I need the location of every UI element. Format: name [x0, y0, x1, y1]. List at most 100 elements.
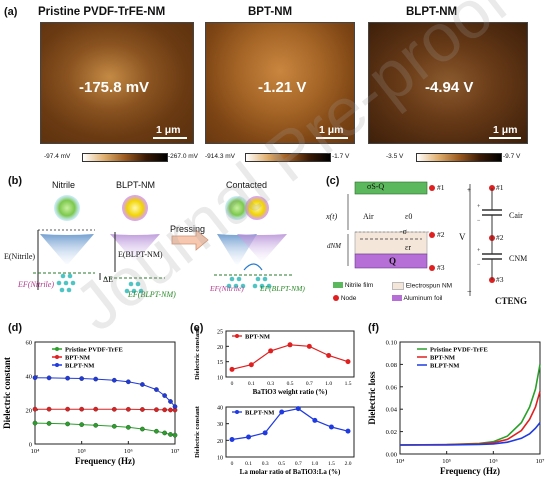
x-tick-label: 10⁷: [536, 458, 545, 465]
teng-circuit-diagram: + − + − + −: [347, 181, 502, 296]
legend-nitrile-film: Nitrile film: [333, 282, 373, 289]
node-1-label: #1: [437, 183, 445, 192]
data-point: [32, 420, 38, 426]
data-point: [328, 424, 334, 430]
chart-dielectric-loss-vs-frequency: 0.00 0.02 0.04 0.06 0.08 0.10 10⁴ 10⁵ 10⁶ 10⁷ Freq…: [367, 340, 545, 477]
legend-swatch: [333, 295, 339, 302]
scale-bar-label: 1 μm: [493, 124, 518, 136]
chart-dielectric-constant-vs-frequency: 0 20 40 60 10⁴ 10⁵ 10⁶ 10⁷ Frequency (Hz) Dielect…: [2, 340, 180, 467]
data-point: [46, 375, 52, 381]
plot-frame: [34, 341, 176, 445]
c-teng-label: CTENG: [495, 296, 528, 306]
x-tick-label: 10⁷: [171, 448, 180, 455]
x-tick-label: 10⁶: [124, 448, 133, 455]
data-point: [172, 432, 178, 438]
data-point: [345, 428, 351, 434]
scale-bar-label: 1 μm: [156, 124, 181, 136]
e-nitrile-label: E(Nitrile): [4, 252, 36, 261]
ef-blpt-label: EF(BLPT-NM): [128, 290, 176, 299]
blpt-atom: [110, 195, 160, 294]
data-point: [295, 406, 301, 412]
surface-potential-value: -4.94 V: [425, 79, 474, 96]
legend-swatch: [392, 295, 402, 302]
legend-label: BLPT-NM: [65, 363, 94, 370]
plot-frame: [399, 341, 541, 455]
nitrile-film-charge-label: σS-Q: [367, 182, 385, 191]
y-tick-label: 0.02: [386, 429, 397, 436]
y-tick-label: 10: [217, 376, 223, 382]
x-tick-label: 1.0: [311, 461, 318, 467]
legend-node: Node: [333, 295, 356, 302]
colorbar-blpt: [416, 153, 502, 162]
data-point: [65, 375, 70, 381]
afm-image-blpt: -4.94 V 1 μm: [368, 22, 528, 144]
eps0-label: ε0: [405, 212, 413, 221]
surface-potential-value: -1.21 V: [258, 79, 307, 96]
svg-text:+: +: [467, 186, 471, 194]
y-axis-label: Dielectric loss: [367, 371, 377, 425]
ef-nitrile-label: EF(Nitrile): [18, 280, 54, 289]
data-point: [168, 399, 173, 404]
y-tick-label: 0.00: [386, 452, 397, 459]
circuit-node-3-label: #3: [496, 275, 504, 284]
data-point: [279, 409, 285, 415]
legend-label: BLPT-NM: [245, 410, 274, 417]
legend-label: BPT-NM: [430, 355, 455, 362]
plot-frame: [225, 330, 355, 378]
legend-label: Node: [340, 295, 357, 302]
triboelectric-band-diagram: [33, 195, 292, 294]
series-line: [399, 391, 541, 446]
data-point: [65, 406, 70, 412]
data-point: [168, 432, 173, 437]
series-line: [400, 422, 541, 446]
data-point: [111, 406, 117, 412]
data-point: [306, 343, 312, 349]
colorbar-low-label: -914.3 mV: [205, 153, 235, 160]
contacted-label: Contacted: [226, 180, 268, 190]
legend-label: BLPT-NM: [430, 363, 459, 370]
x-tick-label: 0.1: [248, 381, 255, 387]
afm-title-bpt: BPT-NM: [248, 6, 293, 18]
data-point: [154, 407, 159, 413]
sigma-label: -σ: [400, 227, 407, 236]
y-tick-label: 40: [217, 406, 223, 412]
y-tick-label: 10: [217, 456, 223, 462]
circuit-node-1-label: #1: [496, 183, 504, 192]
y-axis-label: Dielectric constant: [2, 357, 12, 429]
data-point: [162, 407, 167, 413]
y-tick-label: 25: [217, 330, 223, 336]
data-point: [246, 434, 252, 440]
data-point: [93, 376, 99, 382]
y-tick-label: 0.04: [386, 407, 398, 414]
chart-la-molar-ratio: 10 20 30 40 0 0.1 0.3 0.5 0.7 1.0 1.5 2.0 La molar r…: [194, 405, 355, 476]
x-tick-label: 10⁴: [396, 458, 406, 465]
legend-label: Pristine PVDF-TrFE: [65, 347, 123, 354]
colorbar-bpt: [245, 153, 331, 162]
ef-nitrile-contacted-label: EF(Nitrile): [210, 284, 244, 293]
data-point: [345, 359, 351, 365]
data-point: [125, 424, 131, 430]
y-tick-label: 0: [29, 442, 32, 449]
contacted-atoms: [214, 196, 292, 289]
x-tick-label: 0.1: [245, 461, 252, 467]
data-point: [46, 421, 52, 426]
y-axis-label: Dielectric constant: [194, 327, 201, 380]
data-point: [79, 406, 85, 412]
panel-f-label: (f): [368, 322, 379, 334]
panel-e-label: (e): [190, 322, 204, 334]
series-line: [34, 377, 176, 407]
legend-label: Aluminum foil: [403, 295, 443, 302]
data-point: [172, 404, 178, 409]
data-point: [262, 430, 268, 436]
y-tick-label: 40: [26, 374, 33, 381]
data-point: [248, 362, 254, 368]
air-label: Air: [363, 212, 374, 221]
y-tick-label: 20: [217, 345, 223, 351]
node-3-label: #3: [437, 263, 445, 272]
data-point: [140, 426, 145, 432]
y-tick-label: 0.08: [386, 362, 397, 369]
pressing-label: Pressing: [170, 224, 206, 234]
panel-a-label: (a): [4, 6, 18, 18]
data-point: [326, 353, 332, 359]
blpt-label: BLPT-NM: [116, 180, 156, 190]
